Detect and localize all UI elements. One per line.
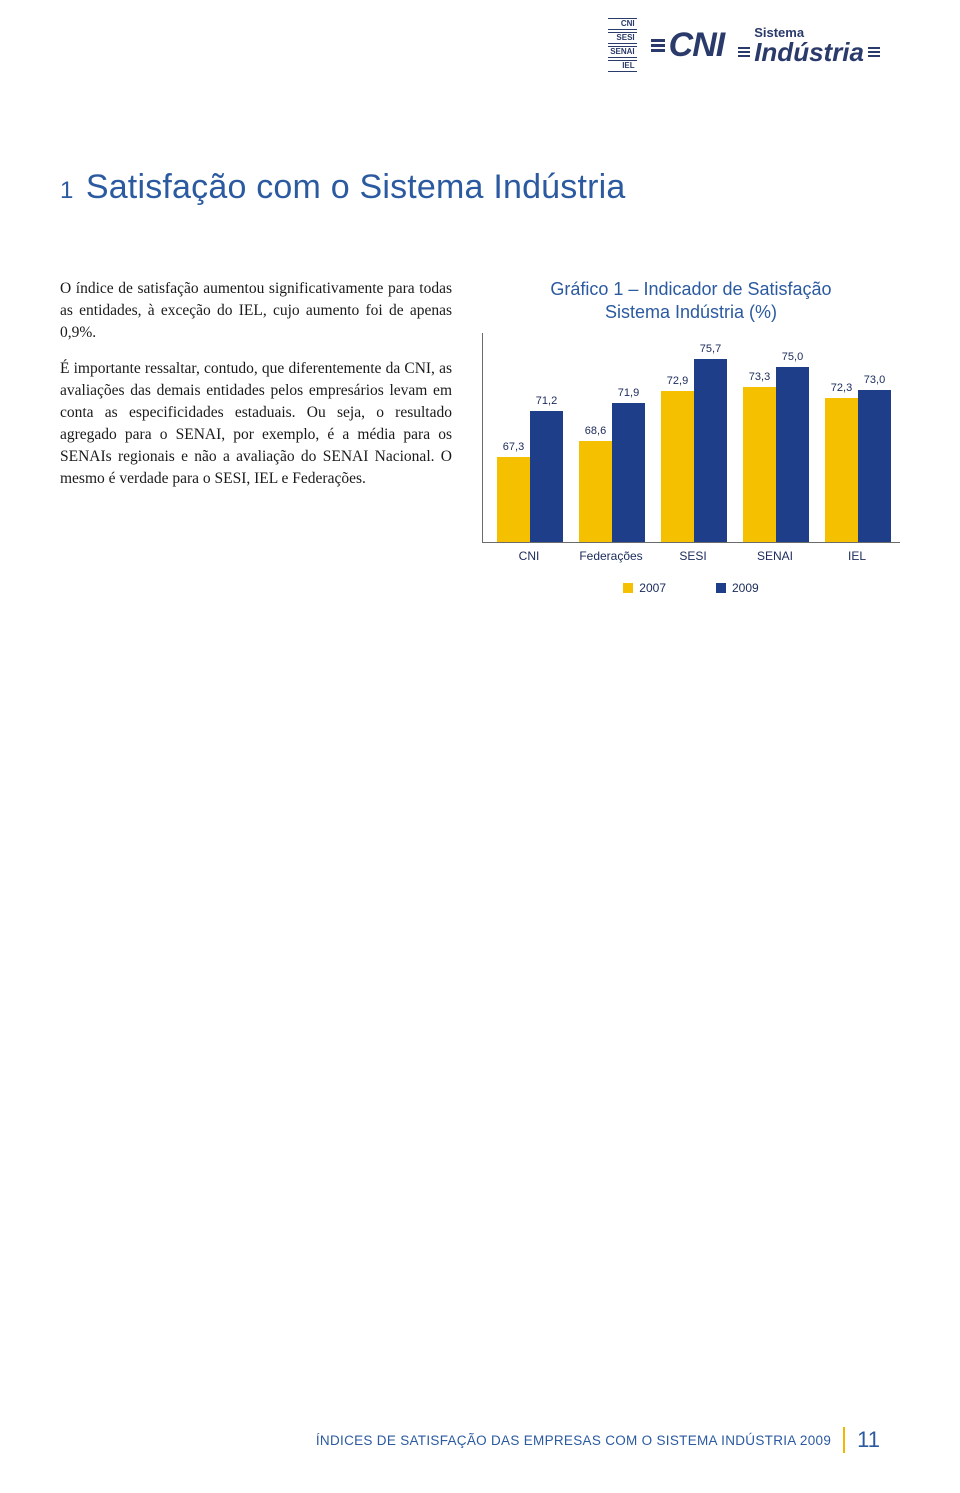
bar-group: 72,373,0: [825, 390, 891, 542]
bar-2007: 73,3: [743, 387, 776, 542]
mini-stack-logo: CNI SESI SENAI IEL: [608, 18, 636, 72]
body-columns: O índice de satisfação aumentou signific…: [60, 278, 900, 595]
bar-value-label: 67,3: [497, 441, 530, 453]
bar-value-label: 75,7: [694, 343, 727, 355]
section-number: 1: [60, 177, 73, 204]
header-logos: CNI SESI SENAI IEL CNI Sistema Indústria: [608, 18, 880, 72]
logo-bars-icon: [651, 39, 665, 52]
chart-title: Gráfico 1 – Indicador de Satisfação Sist…: [482, 278, 900, 325]
mini-stack-item: SENAI: [608, 46, 636, 58]
footer-text: ÍNDICES DE SATISFAÇÃO DAS EMPRESAS COM O…: [316, 1433, 831, 1448]
text-column: O índice de satisfação aumentou signific…: [60, 278, 452, 595]
bar-2007: 72,3: [825, 398, 858, 542]
chart-title-line2: Sistema Indústria (%): [605, 302, 777, 322]
x-category-label: CNI: [496, 549, 562, 563]
paragraph: É importante ressaltar, contudo, que dif…: [60, 358, 452, 490]
legend-item-2007: 2007: [623, 581, 666, 595]
chart-title-line1: Gráfico 1 – Indicador de Satisfação: [550, 279, 831, 299]
bar-value-label: 73,3: [743, 371, 776, 383]
legend-swatch-icon: [716, 583, 726, 593]
x-category-label: SESI: [660, 549, 726, 563]
logo-bars-icon: [738, 47, 750, 57]
bar-value-label: 71,9: [612, 387, 645, 399]
bar-group: 72,975,7: [661, 359, 727, 542]
legend-label: 2009: [732, 581, 759, 595]
legend-label: 2007: [639, 581, 666, 595]
section-title-text: Satisfação com o Sistema Indústria: [86, 168, 626, 206]
logo-bars-icon: [868, 47, 880, 57]
x-category-label: SENAI: [742, 549, 808, 563]
bar-2007: 68,6: [579, 441, 612, 541]
bar-2009: 75,0: [776, 367, 809, 542]
chart-column: Gráfico 1 – Indicador de Satisfação Sist…: [482, 278, 900, 595]
bar-2007: 72,9: [661, 391, 694, 542]
section-title: 1 Satisfação com o Sistema Indústria: [60, 168, 626, 207]
bar-value-label: 75,0: [776, 351, 809, 363]
mini-stack-item: SESI: [608, 32, 636, 44]
bar-2009: 73,0: [858, 390, 891, 542]
bar-2007: 67,3: [497, 457, 530, 542]
bar-value-label: 72,9: [661, 375, 694, 387]
mini-stack-item: CNI: [608, 18, 636, 30]
chart-plot-area: 67,371,268,671,972,975,773,375,072,373,0: [482, 333, 900, 543]
cni-logo: CNI: [651, 26, 725, 65]
bar-2009: 71,2: [530, 411, 563, 542]
sistema-industria-logo: Sistema Indústria: [738, 26, 880, 65]
legend-item-2009: 2009: [716, 581, 759, 595]
footer-separator: [843, 1427, 845, 1453]
cni-logo-text: CNI: [669, 26, 725, 65]
bar-value-label: 73,0: [858, 374, 891, 386]
legend-swatch-icon: [623, 583, 633, 593]
paragraph: O índice de satisfação aumentou signific…: [60, 278, 452, 344]
bar-group: 67,371,2: [497, 411, 563, 542]
bar-value-label: 68,6: [579, 425, 612, 437]
chart-legend: 2007 2009: [482, 581, 900, 595]
chart-wrap: 67,371,268,671,972,975,773,375,072,373,0…: [482, 333, 900, 595]
page-footer: ÍNDICES DE SATISFAÇÃO DAS EMPRESAS COM O…: [316, 1427, 880, 1453]
bar-value-label: 72,3: [825, 382, 858, 394]
bar-group: 68,671,9: [579, 403, 645, 542]
bar-2009: 75,7: [694, 359, 727, 542]
x-category-label: IEL: [824, 549, 890, 563]
page-number: 11: [857, 1427, 880, 1453]
x-category-label: Federações: [578, 549, 644, 563]
bar-2009: 71,9: [612, 403, 645, 542]
mini-stack-item: IEL: [608, 60, 636, 72]
industria-text: Indústria: [754, 39, 864, 65]
bar-value-label: 71,2: [530, 395, 563, 407]
bar-group: 73,375,0: [743, 367, 809, 542]
